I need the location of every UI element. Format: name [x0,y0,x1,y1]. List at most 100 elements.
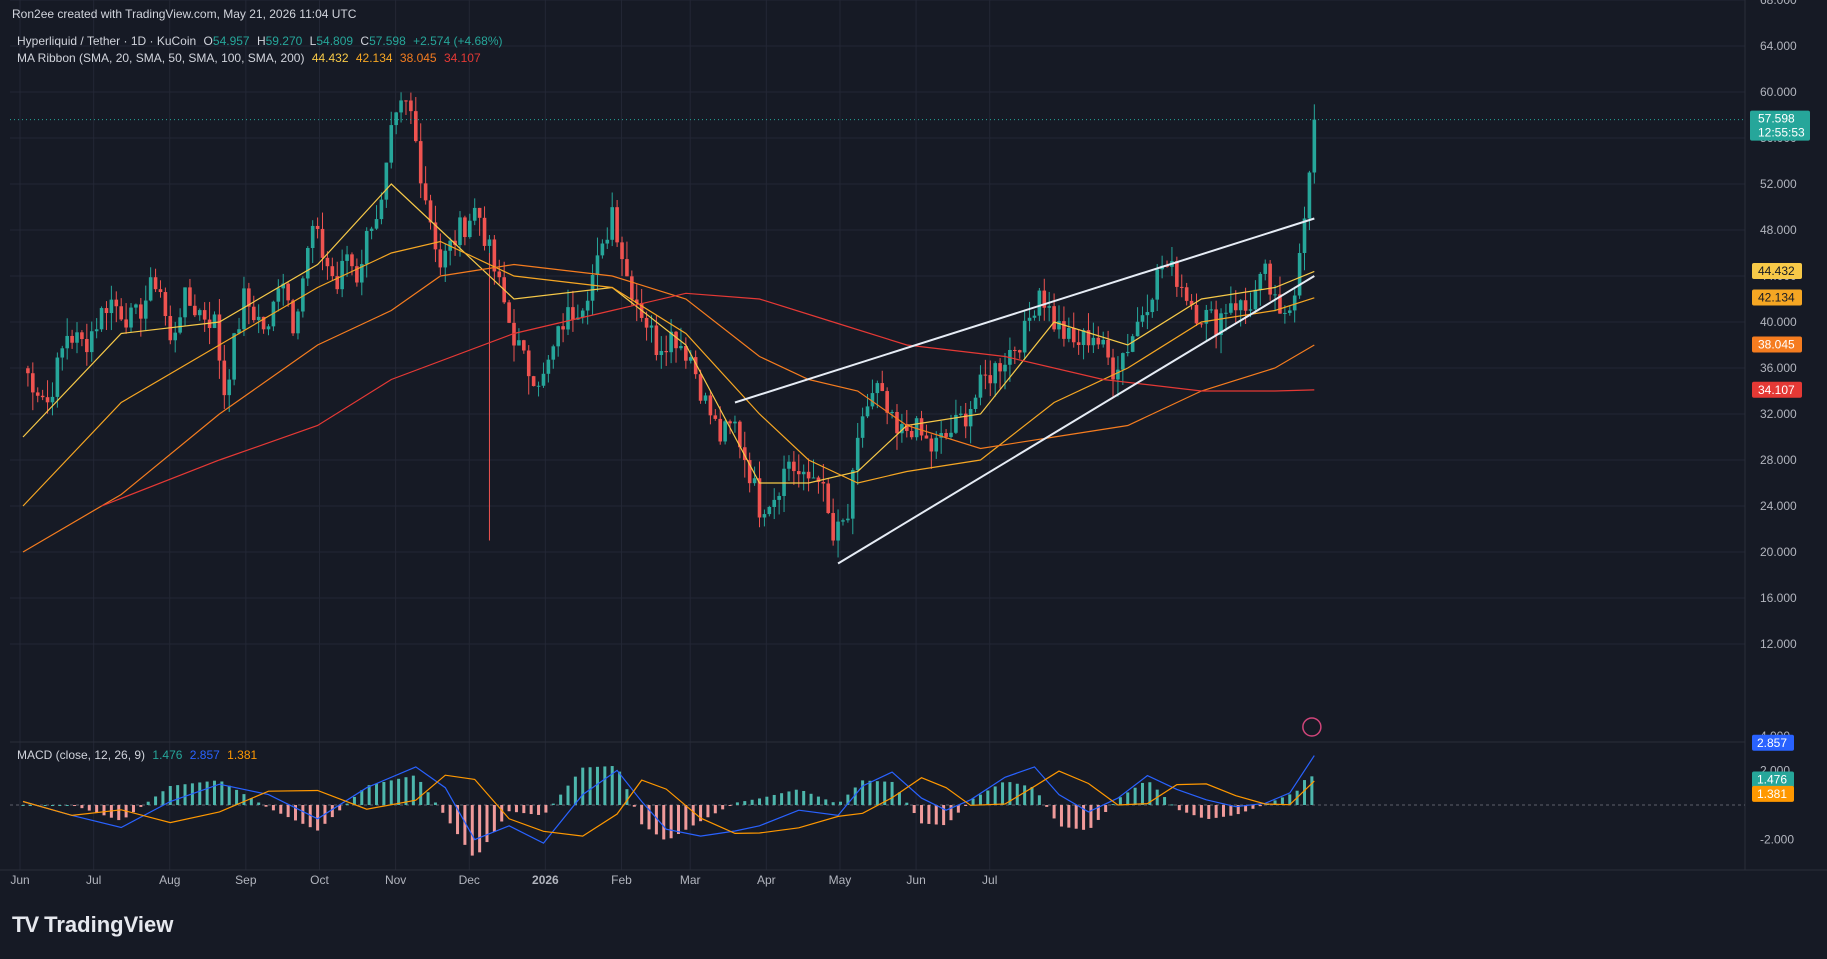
candle-up [227,379,232,396]
macd-hist-up [28,805,32,806]
candle-up [585,300,590,311]
candle-up [580,310,585,318]
macd-hist-down [1059,805,1063,827]
macd-hist-up [1111,804,1115,806]
price-tick-label: 28.000 [1760,453,1797,467]
ma-line-sma50 [22,240,1315,507]
macd-hist-up [360,790,364,805]
candle-down [188,287,192,306]
candle-down [708,395,713,416]
macd-hist-up [1140,782,1144,805]
candle-up [384,162,389,200]
macd-hist-down [1251,805,1255,809]
macd-hist-down [507,805,511,812]
candle-down [1175,261,1179,287]
macd-hist-down [934,805,938,825]
candle-down [222,360,227,396]
candle-up [183,287,187,318]
macd-hist-down [684,805,688,830]
candle-up [1219,313,1223,336]
macd-hist-down [463,805,467,845]
candle-down [217,314,222,361]
candle-up [129,307,133,328]
macd-hist-down [279,805,283,814]
macd-hist-down [470,805,474,856]
candle-down [1106,339,1110,358]
candle-up [364,230,369,265]
candle-up [1283,312,1287,314]
macd-hist-down [456,805,460,835]
macd-hist-up [780,793,784,805]
tradingview-brand[interactable]: TV TradingView [12,912,173,938]
candle-up [1121,353,1125,370]
macd-hist-up [1148,782,1152,805]
candle-down [1071,327,1076,343]
macd-hist-down [271,805,275,811]
candle-up [1091,337,1096,346]
macd-hist-down [647,805,651,830]
ma-price-badge [1752,336,1802,353]
current-price-badge [1750,110,1810,141]
macd-hist-down [721,805,725,810]
candle-down [644,317,649,328]
open-value: 54.957 [212,34,250,48]
candle-down [747,460,752,484]
macd-hist-down [1192,805,1196,816]
tradingview-wordmark: TradingView [44,912,174,937]
candle-up [1312,119,1317,173]
candle-up [855,437,860,471]
candle-down [522,340,526,351]
candle-up [865,406,870,417]
candle-down [831,513,835,541]
candle-up [65,335,69,349]
macd-hist-up [1280,797,1284,805]
time-tick-label: Jun [10,873,29,887]
candle-up [841,520,845,522]
candle-up [266,326,271,330]
macd-hist-up [345,803,349,805]
candle-up [566,307,570,330]
candle-down [1233,303,1238,311]
macd-hist-up [389,780,393,805]
candle-up [1224,312,1228,314]
macd-hist-up [566,785,570,805]
macd-hist-down [640,805,644,825]
candle-up [1047,306,1051,308]
candle-up [875,383,880,394]
candle-up [1116,369,1120,380]
macd-hist-up [772,794,776,805]
macd-hist-up [603,766,607,805]
candle-down [885,391,889,413]
high-value: 59.270 [265,34,303,48]
macd-hist-up [426,792,430,805]
macd-hist-down [1199,805,1203,818]
candle-down [70,335,74,343]
candle-up [939,433,943,438]
candle-up [556,326,560,347]
change-value: +2.574 (+4.68%) [413,34,503,48]
candle-down [1013,349,1017,351]
candle-up [546,359,551,374]
price-tick-label: 32.000 [1760,407,1797,421]
candle-up [973,397,978,409]
macd-hist-down [485,805,489,843]
candle-up [787,461,791,469]
candle-up [595,255,600,275]
macd-hist-up [43,805,47,806]
candle-down [40,395,45,398]
candle-down [1243,300,1248,311]
ma-ribbon-legend[interactable]: MA Ribbon (SMA, 20, SMA, 50, SMA, 100, S… [17,51,485,65]
candle-down [355,266,359,283]
symbol-legend[interactable]: Hyperliquid / Tether · 1D · KuCoin O54.9… [17,34,507,48]
candle-up [890,411,894,413]
candle-up [1022,320,1027,353]
macd-legend[interactable]: MACD (close, 12, 26, 9) 1.476 2.857 1.38… [17,748,261,762]
macd-hist-down [301,805,305,824]
candle-down [742,447,747,461]
macd-hist-up [1288,794,1292,805]
macd-hist-up [758,798,761,805]
macd-hist-up [890,781,894,805]
macd-hist-up [816,796,820,805]
